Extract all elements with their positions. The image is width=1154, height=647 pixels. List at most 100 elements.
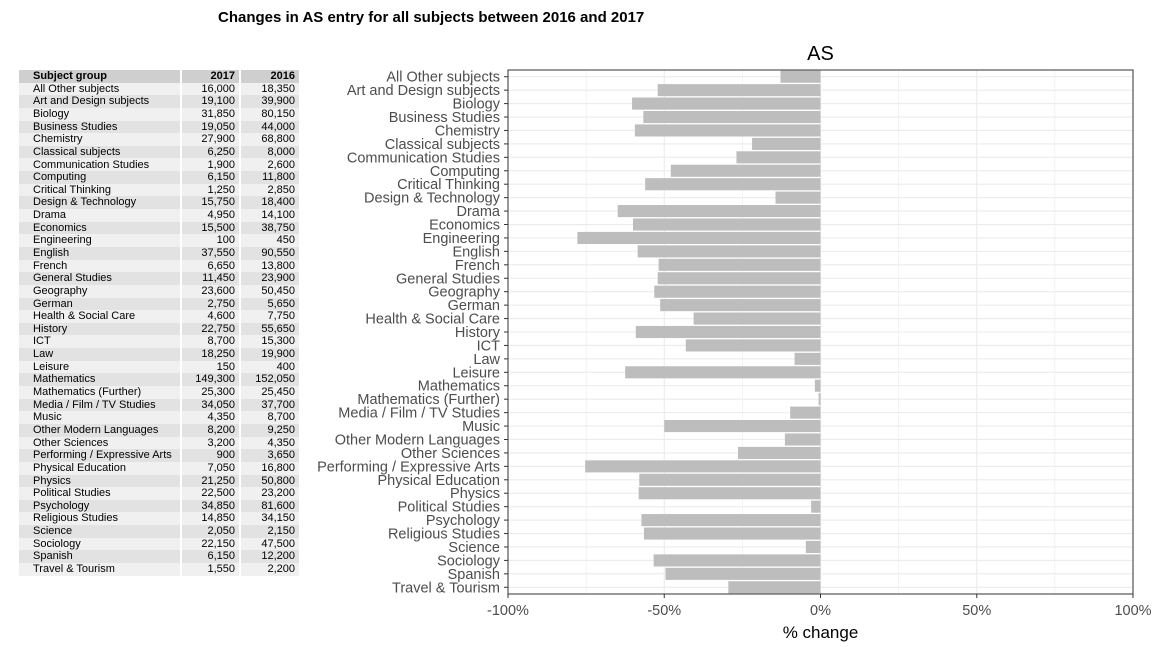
cell-subject: All Other subjects <box>19 82 181 96</box>
cell-2017: 4,350 <box>180 411 240 424</box>
table-row: Sociology 22,150 47,500 <box>19 537 299 551</box>
cell-subject: Chemistry <box>19 133 181 146</box>
cell-subject: Engineering <box>19 234 181 247</box>
x-tick-label: -50% <box>647 603 681 619</box>
table-row: Music 4,350 8,700 <box>19 411 299 424</box>
table-row: English 37,550 90,550 <box>19 246 299 260</box>
table-row: Geography 23,600 50,450 <box>19 284 299 298</box>
category-label: Media / Film / TV Studies <box>338 406 500 422</box>
table-row: Business Studies 19,050 44,000 <box>19 120 299 134</box>
bar <box>638 487 821 500</box>
cell-subject: Spanish <box>19 550 181 563</box>
cell-subject: Media / Film / TV Studies <box>19 398 181 412</box>
cell-subject: Physical Education <box>19 461 181 475</box>
table-row: German 2,750 5,650 <box>19 297 299 311</box>
bar <box>635 325 821 339</box>
cell-subject: Biology <box>19 107 181 121</box>
cell-2016: 23,900 <box>239 272 299 285</box>
table-row: All Other subjects 16,000 18,350 <box>19 82 299 96</box>
cell-2017: 22,750 <box>180 322 240 336</box>
cell-2017: 19,050 <box>180 120 240 134</box>
cell-2017: 1,250 <box>180 183 240 197</box>
cell-subject: Drama <box>19 209 181 222</box>
bar <box>633 218 821 231</box>
cell-subject: Other Sciences <box>19 436 181 450</box>
table-row: Physical Education 7,050 16,800 <box>19 461 299 475</box>
category-label: Health & Social Care <box>365 312 500 328</box>
x-tick-label: 0% <box>810 603 831 619</box>
category-label: Computing <box>430 164 500 180</box>
category-label: Physics <box>450 486 500 502</box>
table-row: French 6,650 13,800 <box>19 259 299 273</box>
cell-2017: 7,050 <box>180 461 240 475</box>
cell-2016: 81,600 <box>239 499 299 513</box>
cell-subject: Performing / Expressive Arts <box>19 449 181 462</box>
category-label: German <box>448 298 500 314</box>
bar <box>693 312 821 325</box>
bar <box>664 420 821 433</box>
cell-subject: Geography <box>19 284 181 298</box>
bar <box>784 433 821 446</box>
cell-2016: 8,000 <box>239 145 299 159</box>
cell-subject: Psychology <box>19 499 181 513</box>
table-row: Computing 6,150 11,800 <box>19 171 299 184</box>
category-label: Design & Technology <box>364 191 501 207</box>
category-label: French <box>455 258 500 274</box>
cell-subject: Sociology <box>19 537 181 551</box>
cell-subject: ICT <box>19 335 181 349</box>
cell-2016: 18,350 <box>239 82 299 96</box>
category-label: Geography <box>428 285 500 301</box>
table-row: Communication Studies 1,900 2,600 <box>19 158 299 172</box>
table-row: History 22,750 55,650 <box>19 322 299 336</box>
cell-2017: 2,750 <box>180 297 240 311</box>
table-row: Physics 21,250 50,800 <box>19 474 299 488</box>
bar <box>818 393 821 406</box>
bar <box>790 406 821 419</box>
category-label: Physical Education <box>377 473 500 489</box>
cell-2016: 44,000 <box>239 120 299 134</box>
bar <box>657 84 821 97</box>
cell-subject: French <box>19 259 181 273</box>
cell-subject: Art and Design subjects <box>19 95 181 108</box>
bar <box>685 339 821 352</box>
cell-2016: 38,750 <box>239 221 299 235</box>
cell-2017: 3,200 <box>180 436 240 450</box>
cell-2016: 11,800 <box>239 171 299 184</box>
cell-2017: 19,100 <box>180 95 240 108</box>
category-label: Religious Studies <box>388 527 500 543</box>
category-label: Leisure <box>452 365 500 381</box>
cell-2017: 150 <box>180 360 240 374</box>
category-label: All Other subjects <box>386 70 500 86</box>
category-label: Psychology <box>426 513 501 529</box>
bar <box>752 137 821 150</box>
bar <box>728 581 821 594</box>
cell-2016: 23,200 <box>239 487 299 500</box>
cell-2017: 15,750 <box>180 196 240 210</box>
category-label: Music <box>462 419 500 435</box>
header-subject-group: Subject group <box>19 70 181 83</box>
cell-2016: 5,650 <box>239 297 299 311</box>
bar <box>645 178 821 191</box>
cell-2016: 13,800 <box>239 259 299 273</box>
table-row: Travel & Tourism 1,550 2,200 <box>19 562 299 576</box>
cell-2016: 2,200 <box>239 562 299 576</box>
bar <box>658 258 821 271</box>
category-label: Law <box>473 352 500 368</box>
table-row: ICT 8,700 15,300 <box>19 335 299 349</box>
category-label: Science <box>448 540 500 556</box>
cell-2017: 21,250 <box>180 474 240 488</box>
cell-2017: 22,150 <box>180 537 240 551</box>
bar <box>577 231 821 244</box>
cell-2017: 22,500 <box>180 487 240 500</box>
table-row: Religious Studies 14,850 34,150 <box>19 512 299 526</box>
bar <box>780 70 821 83</box>
table-row: Science 2,050 2,150 <box>19 525 299 538</box>
bar <box>775 191 821 204</box>
cell-subject: Computing <box>19 171 181 184</box>
cell-subject: Music <box>19 411 181 424</box>
bar <box>634 124 821 137</box>
category-label: Political Studies <box>398 500 500 516</box>
table-row: Law 18,250 19,900 <box>19 348 299 361</box>
cell-2017: 2,050 <box>180 525 240 538</box>
bar <box>665 567 821 580</box>
